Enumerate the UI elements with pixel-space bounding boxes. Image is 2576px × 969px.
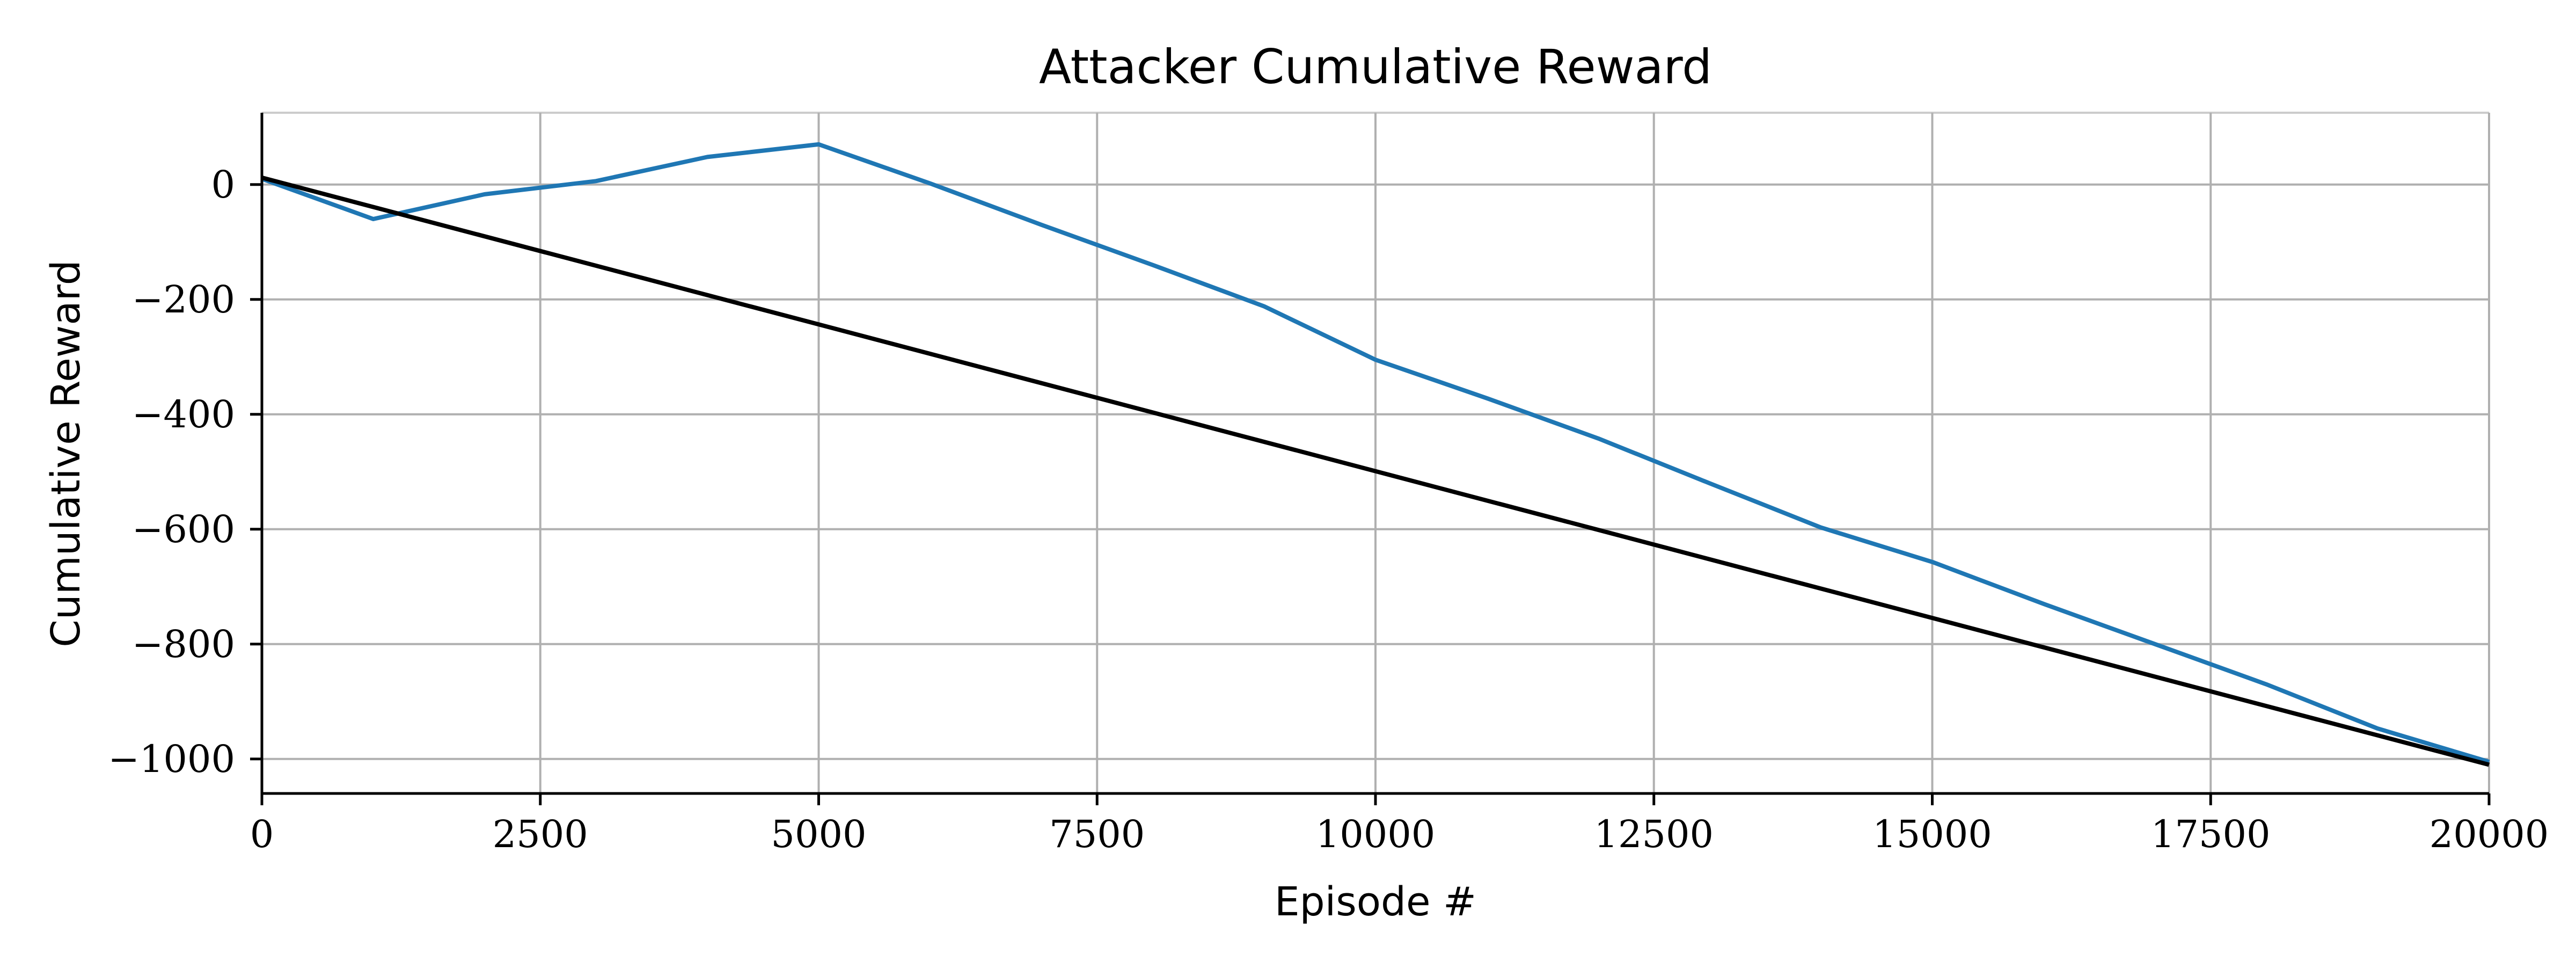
x-tick-label: 7500	[1049, 812, 1145, 856]
x-tick-label: 5000	[771, 812, 866, 856]
x-tick-label: 15000	[1872, 812, 1992, 856]
y-tick-label: −400	[132, 392, 235, 436]
y-tick-label: −600	[132, 507, 235, 551]
y-tick-label: 0	[211, 163, 235, 207]
x-tick-label: 10000	[1316, 812, 1436, 856]
grid	[261, 112, 2490, 793]
series-line-1	[261, 142, 2490, 764]
x-tick-label: 12500	[1594, 812, 1714, 856]
y-tick-label: −200	[132, 278, 235, 322]
x-tick-label: 17500	[2151, 812, 2271, 856]
x-axis-label: Episode #	[1275, 879, 1476, 925]
series-layer	[261, 142, 2490, 767]
y-tick-label: −1000	[108, 737, 235, 781]
y-axis-label: Cumulative Reward	[43, 260, 89, 647]
x-tick-label: 20000	[2429, 812, 2549, 856]
x-tick-label: 2500	[493, 812, 588, 856]
x-tick-label: 0	[250, 812, 274, 856]
ticks: 0 2500 5000 7500 10000 12500 15000 17500 200000−…	[108, 163, 2549, 856]
series-line-2	[261, 176, 2490, 767]
chart-title: Attacker Cumulative Reward	[1039, 39, 1712, 94]
y-tick-label: −800	[132, 622, 235, 666]
